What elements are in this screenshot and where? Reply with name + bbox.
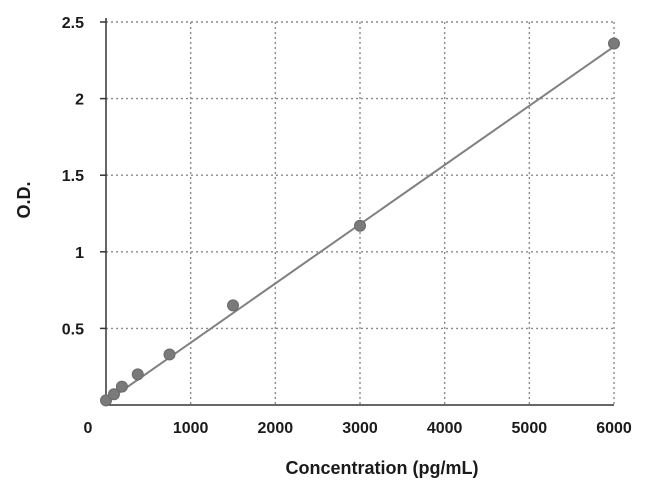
x-axis-title: Concentration (pg/mL)	[286, 458, 479, 478]
data-point	[163, 348, 176, 361]
grid-lines	[106, 21, 615, 405]
y-tick-label: 1	[75, 245, 84, 262]
data-point	[608, 37, 620, 50]
y-tick-label: 2.5	[62, 15, 84, 32]
data-point	[107, 388, 120, 401]
data-point	[115, 380, 128, 393]
y-tick-label: 0.5	[62, 321, 84, 338]
tick-labels: 0 1000 2000 3000 4000 5000 6000 0.5 1 1.5 2 2.5	[62, 15, 632, 437]
data-point	[131, 368, 144, 381]
y-tick-label: 2	[75, 92, 84, 109]
data-point	[100, 394, 112, 407]
data-points	[100, 37, 620, 407]
y-axis-title: O.D.	[14, 181, 34, 218]
x-tick-label: 0	[84, 420, 93, 437]
x-tick-label: 5000	[512, 420, 548, 437]
data-point	[227, 299, 239, 312]
x-tick-label: 1000	[173, 420, 209, 437]
x-tick-label: 6000	[596, 420, 632, 437]
y-tick-label: 1.5	[62, 168, 84, 185]
x-tick-label: 2000	[258, 420, 294, 437]
x-tick-label: 4000	[427, 420, 463, 437]
axes	[100, 18, 614, 406]
x-tick-label: 3000	[342, 420, 378, 437]
data-point	[354, 219, 366, 232]
